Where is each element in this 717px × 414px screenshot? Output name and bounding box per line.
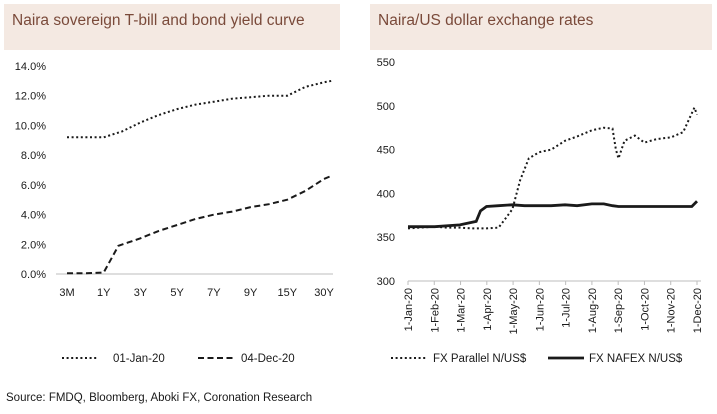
right-x-tick-label: 1-Jul-20: [561, 288, 573, 328]
left-series-line-2: [67, 174, 332, 275]
right-y-tick-label: 300: [377, 276, 395, 288]
left-x-tick-label: 15Y: [277, 287, 297, 299]
left-y-tick-label: 12.0%: [15, 91, 46, 103]
left-x-tick-label: 3Y: [134, 287, 148, 299]
right-legend-label-1: FX Parallel N/US$: [433, 353, 527, 365]
left-y-tick-label: 14.0%: [15, 61, 46, 73]
right-y-tick-label: 350: [377, 232, 395, 244]
right-y-tick-label: 400: [377, 188, 395, 200]
right-x-tick-label: 1-Aug-20: [587, 288, 599, 333]
left-x-tick-label: 7Y: [207, 287, 221, 299]
right-chart-title: Naira/US dollar exchange rates: [378, 12, 594, 29]
right-chart-title-bar: Naira/US dollar exchange rates: [370, 4, 712, 50]
right-x-tick-label: 1-Sep-20: [613, 288, 625, 333]
left-y-tick-label: 8.0%: [21, 150, 46, 162]
left-chart-title-bar: Naira sovereign T-bill and bond yield cu…: [4, 4, 340, 50]
left-x-tick-label: 1Y: [97, 287, 111, 299]
left-chart-title: Naira sovereign T-bill and bond yield cu…: [12, 12, 305, 29]
left-legend-label-2: 04-Dec-20: [241, 353, 295, 365]
left-legend-label-1: 01-Jan-20: [113, 353, 165, 365]
right-x-tick-label: 1-Apr-20: [482, 288, 494, 331]
left-y-tick-label: 6.0%: [21, 180, 46, 192]
right-y-tick-label: 500: [377, 101, 395, 113]
source-note: Source: FMDQ, Bloomberg, Aboki FX, Coron…: [6, 392, 313, 404]
left-x-tick-label: 30Y: [314, 287, 334, 299]
right-legend-label-2: FX NAFEX N/US$: [589, 353, 683, 365]
right-y-tick-label: 550: [377, 57, 395, 69]
right-x-tick-label: 1-Oct-20: [639, 288, 651, 331]
left-x-tick-label: 3M: [59, 287, 74, 299]
left-x-tick-label: 5Y: [170, 287, 184, 299]
right-x-tick-label: 1-May-20: [508, 288, 520, 334]
left-y-tick-label: 4.0%: [21, 210, 46, 222]
right-x-tick-label: 1-Dec-20: [692, 288, 704, 333]
left-x-tick-label: 9Y: [244, 287, 258, 299]
left-series-line-1: [67, 79, 332, 139]
right-y-tick-label: 450: [377, 145, 395, 157]
left-y-tick-label: 0.0%: [21, 269, 46, 281]
right-series-line-2: [408, 200, 698, 229]
right-series-line-1: [407, 104, 698, 230]
right-x-tick-label: 1-Jan-20: [403, 288, 415, 331]
right-x-tick-label: 1-Jun-20: [534, 288, 546, 331]
right-x-tick-label: 1-Feb-20: [429, 288, 441, 333]
left-y-tick-label: 10.0%: [15, 120, 46, 132]
right-x-tick-label: 1-Mar-20: [456, 288, 468, 333]
left-y-tick-label: 2.0%: [21, 239, 46, 251]
right-x-tick-label: 1-Nov-20: [666, 288, 678, 333]
